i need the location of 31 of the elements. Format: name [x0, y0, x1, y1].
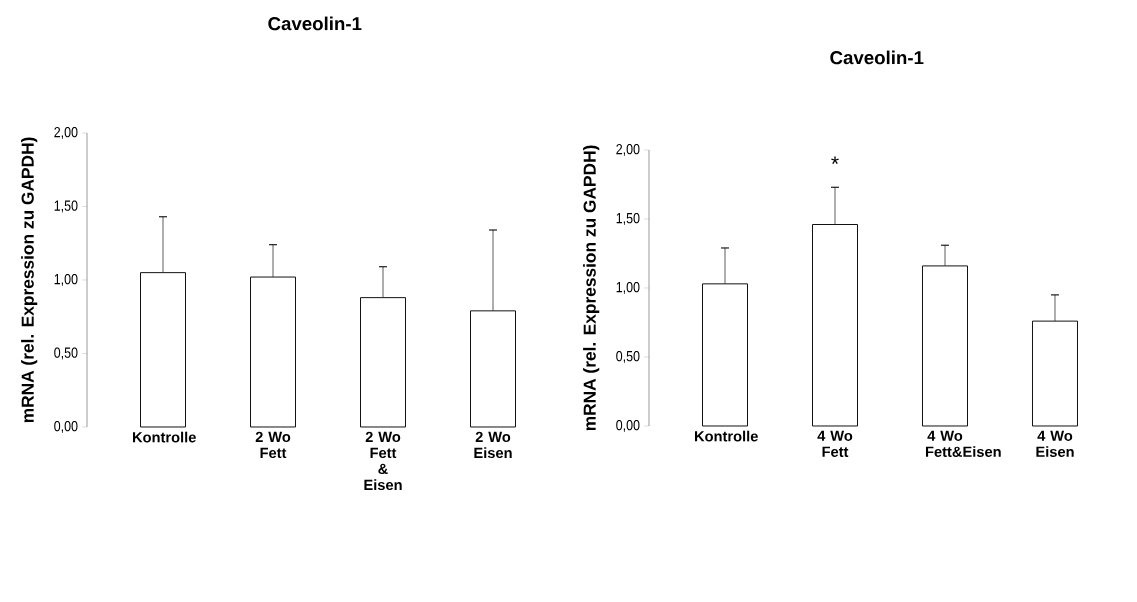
bar [812, 224, 858, 427]
bar [140, 272, 186, 428]
annotation: * [831, 156, 839, 164]
y-tick-label: 0,00 [54, 420, 78, 434]
bar [922, 265, 968, 427]
x-tick-label: 4 Wo Eisen [1036, 430, 1074, 457]
x-tick-label: 2 Wo Fett & Eisen [364, 431, 402, 491]
x-tick-label: 4 Wo Fett&Eisen [925, 430, 1001, 457]
bar [250, 276, 296, 428]
y-tick-label: 1,00 [616, 281, 640, 295]
bar [702, 283, 748, 427]
x-tick-label: Kontrolle [694, 430, 758, 442]
y-tick-label: 0,50 [616, 350, 640, 364]
x-tick-label: Kontrolle [132, 431, 196, 443]
x-tick-label: 4 Wo Fett [817, 430, 853, 457]
bar [470, 310, 516, 428]
y-axis-title: mRNA (rel. Expression zu GAPDH) [21, 137, 38, 423]
y-tick-label: 1,50 [54, 200, 78, 213]
bar [1032, 320, 1078, 427]
chart-title: Caveolin-1 [268, 16, 362, 31]
y-tick-label: 0,00 [616, 419, 640, 433]
x-tick-label: 2 Wo Eisen [474, 431, 512, 459]
y-tick-label: 2,00 [616, 143, 640, 157]
x-tick-label: 2 Wo Fett [255, 431, 291, 459]
y-axis-title: mRNA (rel. Expression zu GAPDH) [583, 145, 600, 431]
y-tick-label: 1,00 [54, 273, 78, 287]
y-tick-label: 0,50 [54, 347, 78, 360]
y-tick-label: 2,00 [54, 126, 78, 140]
bar [360, 297, 406, 428]
y-tick-label: 1,50 [616, 212, 640, 226]
chart-title: Caveolin-1 [830, 50, 924, 65]
